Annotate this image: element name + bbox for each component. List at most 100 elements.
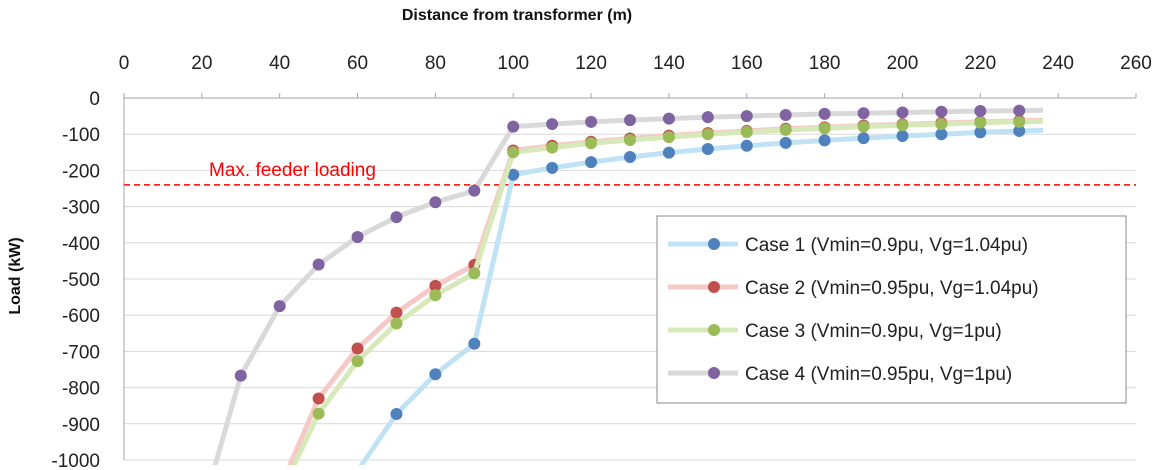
data-point xyxy=(468,184,481,197)
data-point xyxy=(429,196,442,209)
data-point xyxy=(624,133,636,146)
data-point xyxy=(390,306,403,319)
y-tick-label: -1000 xyxy=(51,451,100,470)
data-point xyxy=(546,141,559,154)
x-tick-label: 220 xyxy=(964,53,996,74)
data-point xyxy=(507,168,520,181)
annotations: Max. feeder loading xyxy=(124,160,1136,186)
data-point xyxy=(390,211,403,224)
data-point xyxy=(390,408,403,421)
y-tick-label: -700 xyxy=(62,342,100,363)
data-point xyxy=(935,118,948,131)
data-point xyxy=(896,119,909,132)
data-point xyxy=(974,116,987,129)
data-point xyxy=(701,111,714,124)
data-point xyxy=(896,130,909,143)
y-tick-label: 0 xyxy=(89,89,100,110)
y-tick-label: -500 xyxy=(62,270,100,291)
x-tick-label: 240 xyxy=(1042,53,1074,74)
series-1 xyxy=(358,124,1043,465)
data-point xyxy=(740,139,753,152)
legend-marker xyxy=(708,281,720,293)
legend-label: Case 3 (Vmin=0.9pu, Vg=1pu) xyxy=(745,321,1002,342)
data-point xyxy=(546,161,559,174)
x-tick-label: 0 xyxy=(119,53,130,74)
legend-marker xyxy=(708,238,720,250)
data-point xyxy=(857,132,870,145)
y-tick-label: -300 xyxy=(62,198,100,219)
data-point xyxy=(585,115,598,128)
legend-label: Case 4 (Vmin=0.95pu, Vg=1pu) xyxy=(745,364,1012,385)
data-point xyxy=(585,156,598,169)
data-point xyxy=(312,392,325,405)
data-point xyxy=(818,107,831,120)
data-point xyxy=(818,134,831,147)
data-point xyxy=(546,118,559,131)
legend: Case 1 (Vmin=0.9pu, Vg=1.04pu) Case 2 (Vm… xyxy=(656,215,1127,404)
y-tick-label: -200 xyxy=(62,161,100,182)
x-tick-label: 100 xyxy=(497,53,529,74)
data-point xyxy=(779,136,792,149)
data-point xyxy=(624,114,636,127)
x-tick-label: 120 xyxy=(575,53,607,74)
data-point xyxy=(896,106,909,119)
data-point xyxy=(701,128,714,141)
legend-label: Case 2 (Vmin=0.95pu, Vg=1.04pu) xyxy=(745,278,1039,299)
data-point xyxy=(857,120,870,133)
series-4 xyxy=(212,104,1064,465)
y-tick-label: -100 xyxy=(62,125,100,146)
data-point xyxy=(312,258,325,271)
plot-area xyxy=(212,104,1064,465)
y-tick-label: -600 xyxy=(62,306,100,327)
data-point xyxy=(351,355,364,368)
x-tick-label: 260 xyxy=(1120,53,1152,74)
data-point xyxy=(779,123,792,136)
data-point xyxy=(351,342,364,355)
x-tick-label: 20 xyxy=(191,53,212,74)
legend-label: Case 1 (Vmin=0.9pu, Vg=1.04pu) xyxy=(745,235,1028,256)
data-point xyxy=(1013,124,1026,137)
y-tick-label: -900 xyxy=(62,415,100,436)
data-point xyxy=(468,267,481,280)
data-point xyxy=(234,369,247,382)
data-point xyxy=(740,110,753,123)
data-point xyxy=(1013,104,1026,117)
data-point xyxy=(468,337,481,350)
data-point xyxy=(974,105,987,118)
x-tick-label: 180 xyxy=(809,53,841,74)
data-point xyxy=(818,122,831,135)
data-point xyxy=(1052,104,1064,116)
data-point xyxy=(1013,115,1026,128)
data-point xyxy=(974,126,987,139)
x-tick-label: 40 xyxy=(269,53,290,74)
data-point xyxy=(507,146,520,159)
data-point xyxy=(429,289,442,302)
data-point xyxy=(857,107,870,120)
legend-marker xyxy=(708,367,720,379)
data-point xyxy=(1052,115,1064,127)
data-point xyxy=(390,317,403,330)
x-axis-title: Distance from transformer (m) xyxy=(402,7,632,24)
data-point xyxy=(701,143,714,156)
x-tick-label: 60 xyxy=(347,53,368,74)
x-tick-label: 140 xyxy=(653,53,685,74)
y-axis-title: Load (kW) xyxy=(7,237,24,314)
x-tick-labels: 0 20 40 60 80 100 120 140 160 180 200 220 240 260 xyxy=(119,53,1152,74)
data-point xyxy=(429,368,442,381)
data-point xyxy=(273,300,286,313)
data-point xyxy=(312,407,325,420)
data-point xyxy=(935,105,948,118)
data-point xyxy=(507,120,520,133)
data-point xyxy=(585,137,598,150)
data-point xyxy=(662,112,675,125)
data-point xyxy=(740,126,753,139)
data-point xyxy=(429,279,442,292)
data-point xyxy=(351,231,364,244)
y-tick-label: -800 xyxy=(62,379,100,400)
x-tick-label: 80 xyxy=(425,53,446,74)
series-3 xyxy=(291,115,1064,465)
data-point xyxy=(662,146,675,159)
data-point xyxy=(935,128,948,141)
x-tick-label: 160 xyxy=(731,53,763,74)
data-point xyxy=(1052,114,1064,126)
